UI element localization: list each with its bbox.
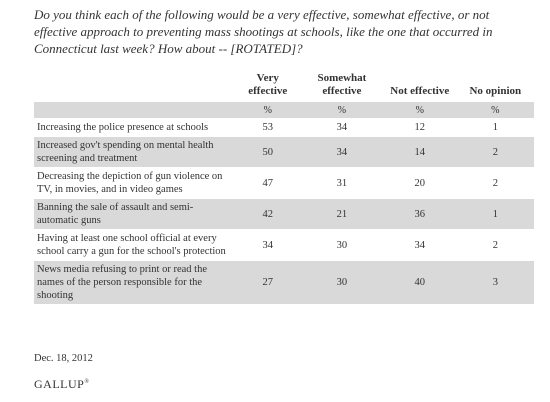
table-row: Having at least one school official at e… (34, 229, 534, 261)
unit-label-cell (34, 102, 235, 119)
value-not-effective: 14 (382, 136, 457, 168)
value-somewhat-effective: 34 (300, 118, 383, 137)
table-row: Increasing the police presence at school… (34, 118, 534, 137)
value-somewhat-effective: 31 (300, 167, 383, 199)
unit-row: % % % % (34, 102, 534, 119)
value-very-effective: 27 (234, 260, 301, 304)
header-row: Very effective Somewhat effective Not ef… (34, 70, 534, 102)
value-no-opinion: 2 (456, 136, 534, 168)
table-row: Banning the sale of assault and semi-aut… (34, 198, 534, 230)
table-row: Increased gov't spending on mental healt… (34, 136, 534, 168)
value-not-effective: 36 (382, 198, 457, 230)
survey-date: Dec. 18, 2012 (34, 353, 93, 364)
value-not-effective: 40 (382, 260, 457, 304)
unit-cell: % (300, 102, 383, 119)
value-somewhat-effective: 21 (300, 198, 383, 230)
question-text: Do you think each of the following would… (34, 7, 493, 56)
row-label: Having at least one school official at e… (34, 229, 235, 261)
value-somewhat-effective: 30 (300, 260, 383, 304)
value-no-opinion: 2 (456, 167, 534, 199)
row-label: Banning the sale of assault and semi-aut… (34, 198, 235, 230)
value-somewhat-effective: 30 (300, 229, 383, 261)
value-somewhat-effective: 34 (300, 136, 383, 168)
header-not-effective: Not effective (390, 85, 450, 97)
brand-name: GALLUP (34, 377, 85, 391)
unit-cell: % (456, 102, 534, 119)
value-not-effective: 12 (382, 118, 457, 137)
header-no-opinion: No opinion (469, 85, 522, 97)
results-table: Very effective Somewhat effective Not ef… (34, 70, 534, 304)
value-very-effective: 34 (234, 229, 301, 261)
value-very-effective: 47 (234, 167, 301, 199)
row-label: Decreasing the depiction of gun violence… (34, 167, 235, 199)
value-very-effective: 50 (234, 136, 301, 168)
unit-cell: % (382, 102, 457, 119)
registered-mark: ® (84, 379, 90, 385)
table-row: News media refusing to print or read the… (34, 260, 534, 304)
row-label: Increased gov't spending on mental healt… (34, 136, 235, 168)
value-not-effective: 20 (382, 167, 457, 199)
row-label: News media refusing to print or read the… (34, 260, 235, 304)
header-label-cell (34, 70, 235, 102)
header-somewhat-effective: Somewhat effective (317, 72, 367, 97)
value-no-opinion: 1 (456, 118, 534, 137)
row-label: Increasing the police presence at school… (34, 118, 235, 137)
value-very-effective: 53 (234, 118, 301, 137)
gallup-logo: GALLUP® (34, 377, 89, 392)
value-no-opinion: 3 (456, 260, 534, 304)
header-very-effective: Very effective (248, 72, 288, 97)
value-no-opinion: 1 (456, 198, 534, 230)
value-very-effective: 42 (234, 198, 301, 230)
unit-cell: % (234, 102, 301, 119)
value-no-opinion: 2 (456, 229, 534, 261)
table-row: Decreasing the depiction of gun violence… (34, 167, 534, 199)
value-not-effective: 34 (382, 229, 457, 261)
